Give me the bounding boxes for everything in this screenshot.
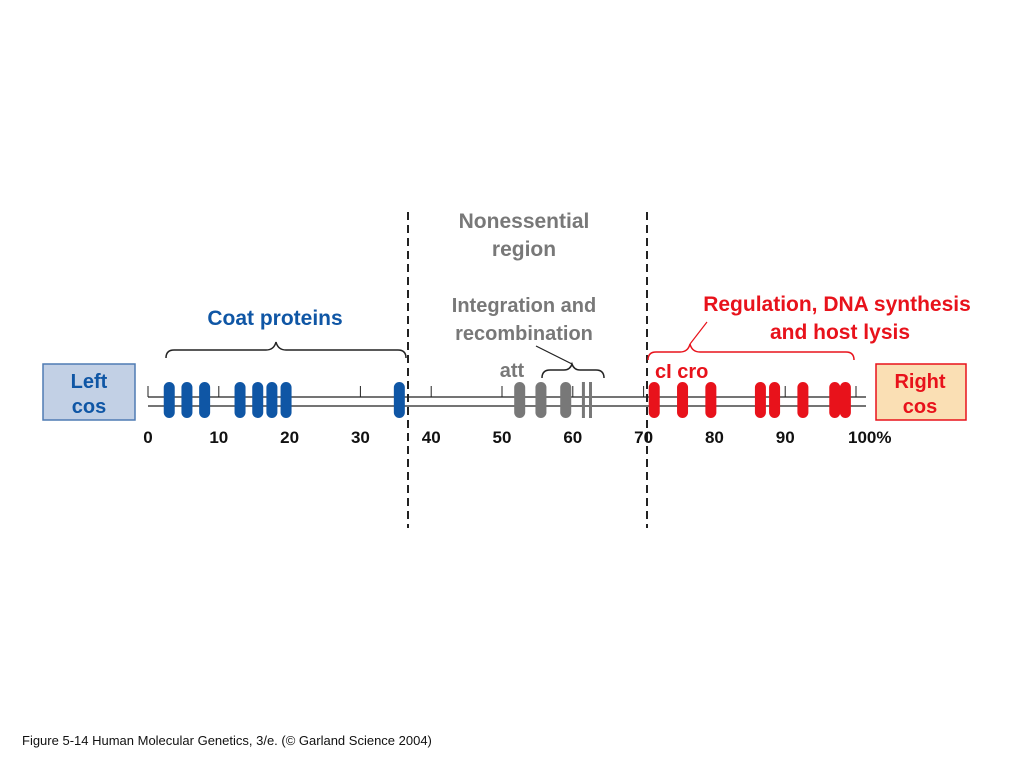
- regulation-label-line2: and host lysis: [770, 321, 910, 344]
- axis-tick-label: 10: [209, 428, 228, 447]
- regulation-gene: [840, 382, 851, 418]
- ci-cro-label: cI cro: [655, 361, 708, 383]
- right-cos-label-line1: Right: [894, 371, 945, 393]
- integration-pointer: [536, 346, 572, 364]
- axis-tick-label: 60: [563, 428, 582, 447]
- axis-tick-label: 0: [143, 428, 152, 447]
- integration-label-line2: recombination: [455, 323, 593, 345]
- att-site-label: att: [500, 360, 525, 382]
- integration-label-line1: Integration and: [452, 295, 596, 317]
- regulation-brace: [648, 344, 854, 360]
- axis-tick-label: 70: [634, 428, 653, 447]
- left-cos-box: Left cos: [43, 364, 135, 420]
- integration-gene: [560, 382, 571, 418]
- integration-gene-thin: [589, 382, 592, 418]
- coat-protein-gene: [281, 382, 292, 418]
- coat-proteins-label: Coat proteins: [207, 307, 342, 330]
- coat-protein-gene: [394, 382, 405, 418]
- coat-proteins-brace: [166, 342, 406, 358]
- right-cos-box: Right cos: [876, 364, 966, 420]
- integration-gene-thin: [582, 382, 585, 418]
- regulation-gene: [755, 382, 766, 418]
- axis-tick-label: 90: [776, 428, 795, 447]
- coat-protein-gene: [199, 382, 210, 418]
- axis-tick-label: 50: [493, 428, 512, 447]
- coat-protein-gene: [266, 382, 277, 418]
- integration-gene: [514, 382, 525, 418]
- regulation-pointer: [690, 322, 707, 344]
- regulation-gene: [769, 382, 780, 418]
- regulation-gene: [705, 382, 716, 418]
- coat-protein-gene: [181, 382, 192, 418]
- nonessential-label-line1: Nonessential: [459, 210, 590, 233]
- axis-tick-label: 20: [280, 428, 299, 447]
- axis-tick-label: 30: [351, 428, 370, 447]
- right-cos-label-line2: cos: [903, 396, 937, 418]
- axis-tick-label: 80: [705, 428, 724, 447]
- axis-tick-labels: 0 10 20 30 40 50 60 70 80 90 100%: [143, 428, 891, 447]
- left-cos-label-line2: cos: [72, 396, 106, 418]
- regulation-gene: [797, 382, 808, 418]
- integration-gene: [535, 382, 546, 418]
- figure-caption: Figure 5-14 Human Molecular Genetics, 3/…: [22, 733, 432, 748]
- integration-brace: [542, 364, 604, 378]
- regulation-gene: [677, 382, 688, 418]
- axis-tick-label: 100%: [848, 428, 891, 447]
- left-cos-label-line1: Left: [71, 371, 108, 393]
- coat-protein-gene: [164, 382, 175, 418]
- coat-protein-gene: [252, 382, 263, 418]
- coat-protein-gene: [235, 382, 246, 418]
- regulation-gene: [649, 382, 660, 418]
- regulation-gene: [829, 382, 840, 418]
- gene-markers: [164, 382, 851, 418]
- nonessential-label-line2: region: [492, 238, 556, 261]
- regulation-label-line1: Regulation, DNA synthesis: [703, 293, 971, 316]
- axis-tick-label: 40: [422, 428, 441, 447]
